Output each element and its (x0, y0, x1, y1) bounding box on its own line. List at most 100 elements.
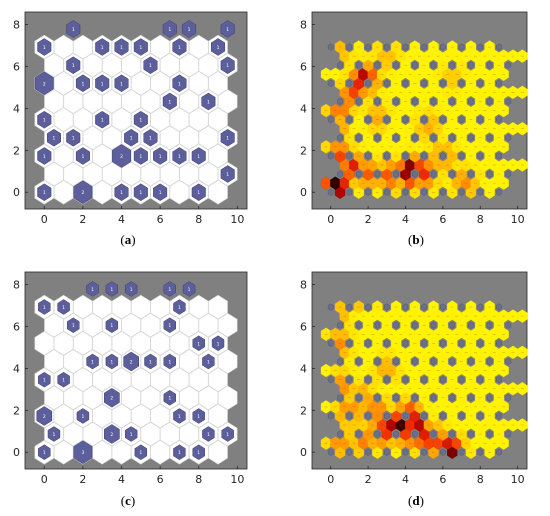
som-neuron-hex (111, 294, 132, 320)
som-neuron-hex (150, 403, 170, 429)
neuron-node (449, 394, 456, 402)
hit-count-hex (37, 147, 52, 165)
hit-count-hex (162, 20, 177, 38)
neuron-node (449, 97, 456, 106)
hit-count-hex (114, 38, 129, 56)
neuron-node (477, 43, 484, 51)
y-tick-label: 8 (13, 19, 20, 32)
neuron-node (440, 43, 446, 51)
hit-count-label: 1 (217, 45, 220, 51)
y-tick-label: 8 (300, 19, 307, 32)
neuron-node (365, 448, 371, 456)
hit-count-label: 1 (168, 287, 171, 293)
hit-count-label: 1 (226, 136, 229, 142)
neuron-node (468, 61, 474, 69)
plot-frame (311, 11, 528, 210)
hit-count-label: 1 (120, 81, 123, 87)
neuron-node (440, 376, 446, 384)
neuron-node (327, 448, 334, 456)
hit-count-label: 1 (43, 154, 46, 160)
som-neuron-hex (217, 349, 238, 374)
hit-count-hex (182, 281, 196, 297)
som-neuron-hex (217, 89, 238, 114)
neuron-node (393, 357, 399, 366)
neuron-node (402, 116, 409, 124)
hit-count-label: 1 (62, 305, 65, 311)
hit-count-hex (75, 74, 90, 93)
neuron-node (496, 43, 502, 51)
neuron-node (468, 430, 474, 438)
som-neuron-hex (121, 89, 141, 114)
neuron-node (496, 188, 502, 196)
neuron-node (402, 188, 409, 196)
som-neuron-hex (121, 312, 141, 338)
hit-count-label: 1 (178, 154, 181, 160)
neuron-node (355, 134, 362, 142)
x-tick-label: 4 (402, 473, 409, 486)
hit-count-hex (104, 387, 120, 408)
som-neuron-hex (169, 180, 190, 205)
som-neuron-hex (140, 385, 161, 410)
neuron-node (468, 134, 474, 142)
x-tick-label: 10 (230, 213, 244, 226)
x-tick-label: 6 (157, 213, 164, 226)
som-neuron-hex (82, 52, 103, 78)
hit-count-hex (153, 147, 168, 165)
hit-count-label: 1 (43, 450, 46, 456)
hit-count-hex (73, 440, 93, 465)
neuron-node (477, 339, 484, 347)
neuron-node (412, 357, 418, 366)
neuron-node (327, 43, 334, 51)
hit-count-hex (37, 110, 52, 129)
neuron-node (440, 339, 446, 347)
neuron-node (496, 412, 502, 420)
neuron-node (393, 97, 399, 106)
x-tick-label: 4 (118, 213, 125, 226)
neuron-node (337, 134, 343, 142)
neuron-node (496, 152, 502, 160)
hit-count-label: 1 (110, 287, 113, 293)
plot-frame (311, 271, 528, 470)
neuron-node (402, 376, 409, 384)
hit-count-label: 3 (81, 450, 84, 456)
x-tick-label: 0 (327, 473, 334, 486)
panel-d-distance-map: 0 2 4 6 8 10 0 2 4 6 8 (300, 271, 528, 486)
som-neuron-hex (179, 52, 199, 78)
hit-count-hex (220, 128, 235, 147)
som-neuron-hex (102, 89, 122, 114)
neuron-node (496, 339, 502, 347)
som-neuron-hex (63, 161, 84, 187)
neuron-node (346, 339, 353, 347)
hit-count-label: 1 (197, 450, 200, 456)
som-neuron-hex (217, 312, 238, 338)
som-neuron-hex (150, 331, 170, 356)
hit-count-label: 1 (149, 136, 152, 142)
hit-count-label: 1 (217, 341, 220, 347)
neuron-node (383, 116, 390, 124)
hit-count-label: 1 (168, 99, 171, 105)
hit-count-label: 1 (139, 190, 142, 196)
hit-count-hex (124, 128, 139, 147)
neuron-node (402, 412, 409, 420)
som-neuron-hex (44, 52, 64, 78)
hit-count-label: 1 (178, 450, 181, 456)
neuron-node (430, 134, 437, 142)
neuron-node (337, 357, 343, 366)
som-neuron-hex (53, 143, 74, 169)
hit-count-label: 1 (130, 287, 133, 293)
som-neuron-hex (53, 440, 74, 465)
neuron-node (486, 394, 493, 402)
neuron-node (421, 303, 427, 311)
x-tick-label: 2 (365, 213, 372, 226)
x-tick-label: 8 (195, 473, 202, 486)
som-neuron-hex (131, 71, 151, 96)
x-tick-label: 2 (365, 473, 372, 486)
neuron-node (458, 79, 465, 87)
hit-count-label: 1 (178, 81, 181, 87)
hit-count-label: 1 (197, 190, 200, 196)
neuron-node (477, 116, 484, 124)
som-neuron-hex (111, 107, 132, 132)
neuron-node (458, 412, 465, 420)
hit-count-hex (105, 281, 119, 297)
hit-count-hex (143, 56, 158, 74)
